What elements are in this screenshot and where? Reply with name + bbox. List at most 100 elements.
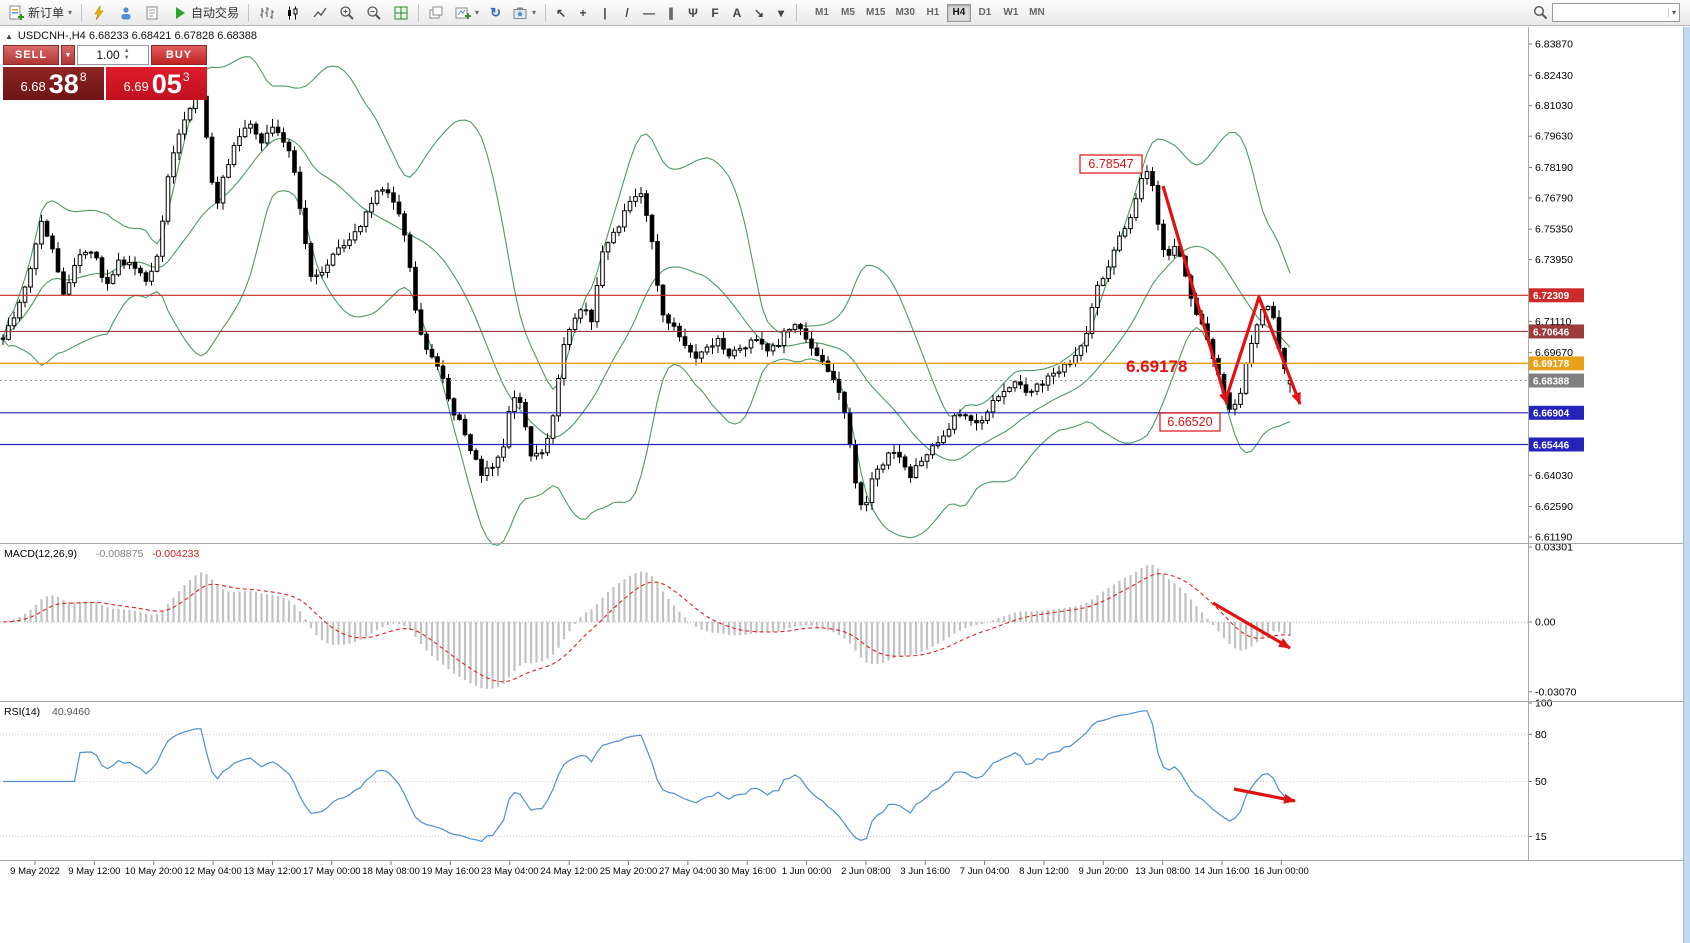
tile-windows-button[interactable] [388,2,414,24]
cascade-windows-icon [428,5,444,21]
price-annotation-box[interactable] [1079,154,1143,174]
equidistant-channel-icon[interactable]: ∥ [660,2,682,24]
buy-button[interactable]: BUY [151,45,207,65]
right-edge-scrollbar[interactable] [1683,27,1690,943]
timeframe-mn-button[interactable]: MN [1025,4,1049,22]
svg-text:6.75350: 6.75350 [1535,224,1573,236]
sell-price-display[interactable]: 6.68 38 8 [3,67,104,100]
profile-button[interactable] [113,2,139,24]
volume-down-icon[interactable]: ▼ [123,55,130,61]
price-annotation-box[interactable] [1159,412,1221,432]
svg-text:13 Jun 08:00: 13 Jun 08:00 [1135,866,1190,877]
svg-text:40.9460: 40.9460 [52,706,90,718]
price-axis-badge [1529,288,1584,303]
arrow-object-icon[interactable]: ↘ [748,2,770,24]
svg-text:8 Jun 12:00: 8 Jun 12:00 [1019,866,1069,877]
new-chart-button[interactable]: ▾ [450,2,484,24]
bar-chart-mode-button[interactable] [253,2,279,24]
zoom-in-button[interactable] [334,2,360,24]
svg-text:6.76790: 6.76790 [1535,192,1573,204]
buy-price-display[interactable]: 6.69 05 3 [106,67,207,100]
svg-text:3 Jun 16:00: 3 Jun 16:00 [900,866,950,877]
auto-trading-play-icon [172,5,188,21]
svg-text:6.79630: 6.79630 [1535,131,1573,143]
toolbar-separator [544,3,546,22]
candlesticks [0,91,1293,512]
timeframe-d1-button[interactable]: D1 [973,4,997,22]
cursor-icon[interactable]: ↖ [550,2,572,24]
volume-stepper[interactable]: ▲ ▼ [124,48,130,61]
order-type-dropdown-button[interactable]: ▼ [61,45,75,65]
auto-trading-label: 自动交易 [191,6,240,20]
main-toolbar: 新订单 ▾ 自动交易 [0,0,1690,26]
sell-button[interactable]: SELL [3,45,59,65]
svg-text:6.68388: 6.68388 [1533,376,1570,387]
text-label-icon[interactable]: A [726,2,748,24]
trend-arrow[interactable] [1212,601,1291,650]
volume-input[interactable]: 1.00 ▲ ▼ [77,45,149,65]
svg-text:RSI(14): RSI(14) [4,706,40,718]
refresh-button[interactable]: ↻ [485,2,506,24]
trend-arrow[interactable] [1233,787,1296,804]
chart-ohlc-line: ▲ USDCNH-,H4 6.68233 6.68421 6.67828 6.6… [5,30,257,42]
vertical-line-icon[interactable]: | [594,2,616,24]
buy-price-sup: 3 [182,70,190,84]
timeframe-m30-button[interactable]: M30 [891,4,918,22]
profile-icon [118,5,134,21]
symbol-search-combobox: ▾ [1552,3,1680,22]
svg-text:6.78190: 6.78190 [1535,162,1573,174]
svg-text:6.82430: 6.82430 [1535,70,1573,82]
candlestick-mode-icon [285,5,301,21]
indicator-list-button[interactable] [86,2,112,24]
horizontal-line-icon[interactable]: — [638,2,660,24]
scripts-icon [145,5,161,21]
scripts-button[interactable] [140,2,166,24]
one-click-collapse-icon[interactable]: ▲ [5,31,13,41]
shapes-dropdown-icon[interactable]: ▾ [770,2,792,24]
line-chart-mode-button[interactable] [307,2,333,24]
chevron-down-icon: ▾ [68,8,73,17]
sell-price-prefix: 6.68 [20,79,46,94]
svg-text:19 May 16:00: 19 May 16:00 [422,866,480,877]
tile-windows-icon [393,5,409,21]
price-axis-badge [1529,356,1584,371]
andrews-pitchfork-icon[interactable]: Ψ [682,2,704,24]
zoom-out-button[interactable] [361,2,387,24]
svg-text:24 May 12:00: 24 May 12:00 [540,866,598,877]
timeframe-m5-button[interactable]: M5 [836,4,860,22]
new-order-button[interactable]: 新订单 ▾ [4,2,77,24]
candlestick-mode-button[interactable] [280,2,306,24]
chart-annotations[interactable]: 6.78547 6.69178 6.66520 [1079,154,1302,804]
svg-text:14 Jun 16:00: 14 Jun 16:00 [1195,866,1250,877]
svg-text:2 Jun 08:00: 2 Jun 08:00 [841,866,891,877]
svg-text:6.70646: 6.70646 [1533,327,1570,338]
price-axis-badge [1529,324,1584,339]
svg-text:6.73950: 6.73950 [1535,254,1573,266]
timeframe-h1-button[interactable]: H1 [921,4,945,22]
sell-price-big: 38 [48,69,79,100]
trendline-icon[interactable]: / [616,2,638,24]
macd-pane: MACD(12,26,9) -0.008875 -0.004233 [0,548,1528,689]
svg-text:6.66520: 6.66520 [1167,415,1212,429]
cascade-windows-button[interactable] [423,2,449,24]
crosshair-icon[interactable]: + [572,2,594,24]
auto-trading-button[interactable]: 自动交易 [167,2,244,24]
svg-text:-0.008875: -0.008875 [96,548,143,560]
svg-text:6.69670: 6.69670 [1535,347,1573,359]
fibonacci-icon[interactable]: F [704,2,726,24]
timeframe-m15-button[interactable]: M15 [862,4,889,22]
trend-arrow[interactable] [1224,295,1302,405]
timeframe-m1-button[interactable]: M1 [810,4,834,22]
volume-up-icon[interactable]: ▲ [123,48,130,55]
timeframe-w1-button[interactable]: W1 [999,4,1023,22]
line-studies-toolbar: ↖ + | / — ∥ Ψ F A ↘ ▾ [550,2,792,24]
trend-arrow[interactable] [1161,185,1229,405]
chevron-down-icon[interactable]: ▾ [1667,8,1679,17]
svg-text:6.78547: 6.78547 [1088,157,1133,171]
search-input[interactable] [1553,4,1668,21]
timeframe-h4-button[interactable]: H4 [946,3,971,22]
snapshot-button[interactable]: ▾ [507,2,541,24]
toolbar-separator [81,3,83,22]
